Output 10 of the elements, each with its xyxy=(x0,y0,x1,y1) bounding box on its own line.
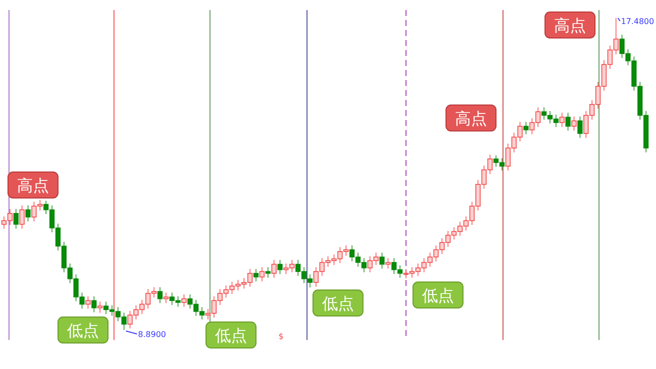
annotation: 低点 xyxy=(215,326,247,345)
annotation: 8.8900 xyxy=(138,330,166,339)
annotation: 17.4800 xyxy=(621,17,654,26)
annotation: 高点 xyxy=(17,176,49,195)
annotation: 低点 xyxy=(322,294,354,313)
annotation: 高点 xyxy=(455,109,487,128)
annotation: 低点 xyxy=(67,321,99,340)
annotation: 高点 xyxy=(554,16,586,35)
text: $ xyxy=(278,332,284,341)
annotation: 低点 xyxy=(422,286,454,305)
